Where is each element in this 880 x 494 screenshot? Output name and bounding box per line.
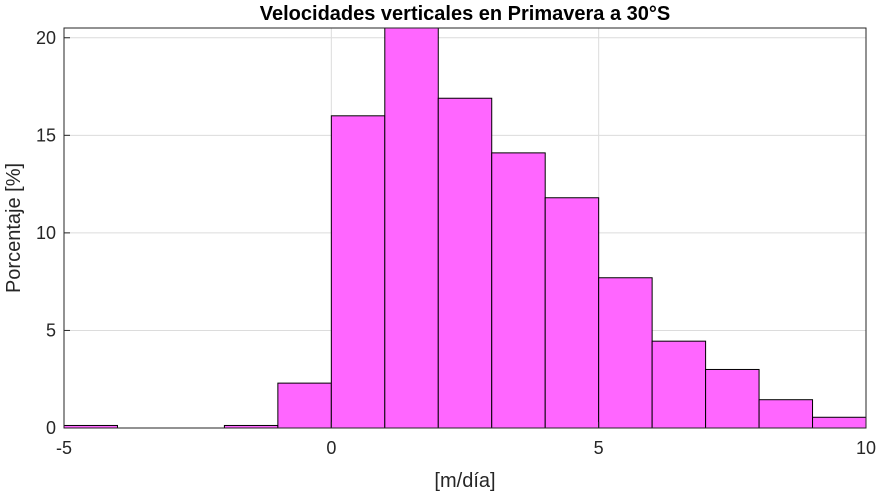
histogram-bar [277, 382, 332, 429]
y-tick-label: 15 [36, 125, 56, 145]
histogram-bar [705, 368, 760, 429]
y-tick-label: 0 [46, 418, 56, 438]
y-axis-label: Porcentaje [%] [3, 163, 25, 293]
histogram-bar [651, 340, 707, 429]
histogram-bar [437, 97, 493, 429]
histogram-bar [598, 277, 653, 429]
histogram-bars [63, 27, 867, 429]
x-tick-label: 0 [326, 438, 336, 458]
y-axis-ticks: 0 5 10 15 20 [36, 28, 70, 438]
histogram-bar [544, 197, 600, 429]
x-tick-label: 5 [594, 438, 604, 458]
y-tick-label: 5 [46, 320, 56, 340]
histogram-bar [812, 416, 867, 429]
histogram-bar [330, 115, 386, 429]
x-tick-label: 10 [856, 438, 876, 458]
chart-title: Velocidades verticales en Primavera a 30… [260, 3, 670, 25]
histogram-bar [758, 399, 814, 429]
plot-frame [63, 27, 867, 429]
histogram-bar [384, 27, 439, 429]
x-axis-ticks: -5 0 5 10 [56, 422, 876, 458]
x-tick-label: -5 [56, 438, 72, 458]
y-tick-label: 20 [36, 28, 56, 48]
y-tick-label: 10 [36, 223, 56, 243]
histogram-bar [491, 152, 546, 429]
x-axis-label: [m/día] [434, 470, 495, 492]
